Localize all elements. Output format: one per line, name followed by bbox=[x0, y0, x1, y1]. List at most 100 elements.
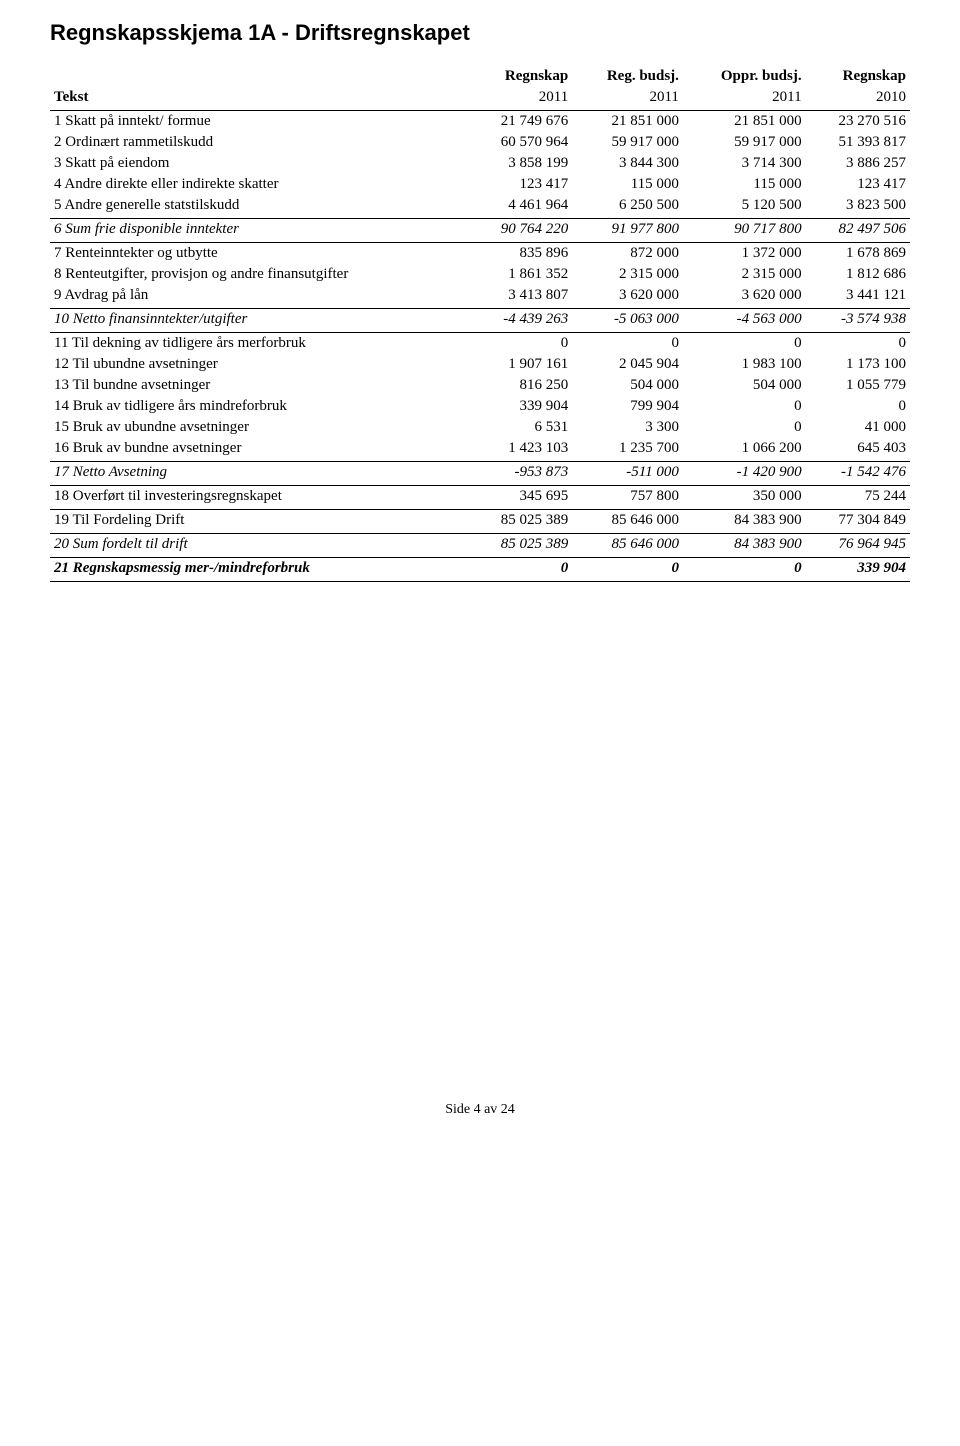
page-title: Regnskapsskjema 1A - Driftsregnskapet bbox=[50, 20, 910, 46]
table-cell: 12 Til ubundne avsetninger bbox=[50, 354, 468, 375]
table-cell: 757 800 bbox=[572, 486, 683, 510]
table-row: 15 Bruk av ubundne avsetninger6 5313 300… bbox=[50, 417, 910, 438]
table-cell: 350 000 bbox=[683, 486, 806, 510]
table-cell: 17 Netto Avsetning bbox=[50, 462, 468, 486]
table-cell: 872 000 bbox=[572, 243, 683, 265]
table-row: 21 Regnskapsmessig mer-/mindreforbruk000… bbox=[50, 558, 910, 582]
table-row: 3 Skatt på eiendom3 858 1993 844 3003 71… bbox=[50, 153, 910, 174]
table-cell: 1 861 352 bbox=[468, 264, 572, 285]
table-cell: 23 270 516 bbox=[806, 111, 910, 133]
table-row: 1 Skatt på inntekt/ formue21 749 67621 8… bbox=[50, 111, 910, 133]
table-cell: 77 304 849 bbox=[806, 510, 910, 534]
table-cell: 345 695 bbox=[468, 486, 572, 510]
table-cell: 799 904 bbox=[572, 396, 683, 417]
table-cell: 3 886 257 bbox=[806, 153, 910, 174]
table-cell: 3 858 199 bbox=[468, 153, 572, 174]
table-cell: 0 bbox=[683, 396, 806, 417]
table-cell: 1 907 161 bbox=[468, 354, 572, 375]
table-cell: -953 873 bbox=[468, 462, 572, 486]
table-cell: 115 000 bbox=[572, 174, 683, 195]
table-cell: 6 531 bbox=[468, 417, 572, 438]
table-row: 2 Ordinært rammetilskudd60 570 96459 917… bbox=[50, 132, 910, 153]
table-cell: 41 000 bbox=[806, 417, 910, 438]
table-row: 16 Bruk av bundne avsetninger1 423 1031 … bbox=[50, 438, 910, 462]
header-cell: 2011 bbox=[683, 87, 806, 111]
table-cell: 4 461 964 bbox=[468, 195, 572, 219]
header-cell: 2011 bbox=[468, 87, 572, 111]
table-cell: 339 904 bbox=[468, 396, 572, 417]
table-cell: 645 403 bbox=[806, 438, 910, 462]
table-cell: 0 bbox=[468, 558, 572, 582]
table-cell: 2 315 000 bbox=[572, 264, 683, 285]
header-cell: Oppr. budsj. bbox=[683, 66, 806, 87]
table-cell: 504 000 bbox=[572, 375, 683, 396]
table-cell: -3 574 938 bbox=[806, 309, 910, 333]
table-cell: 0 bbox=[683, 558, 806, 582]
table-cell: 3 714 300 bbox=[683, 153, 806, 174]
table-cell: -4 563 000 bbox=[683, 309, 806, 333]
header-cell: Regnskap bbox=[468, 66, 572, 87]
table-cell: 3 300 bbox=[572, 417, 683, 438]
table-cell: 16 Bruk av bundne avsetninger bbox=[50, 438, 468, 462]
table-cell: 0 bbox=[683, 333, 806, 355]
table-cell: -1 542 476 bbox=[806, 462, 910, 486]
table-cell: 82 497 506 bbox=[806, 219, 910, 243]
table-row: 8 Renteutgifter, provisjon og andre fina… bbox=[50, 264, 910, 285]
table-cell: 21 Regnskapsmessig mer-/mindreforbruk bbox=[50, 558, 468, 582]
regnskap-table: Regnskap Reg. budsj. Oppr. budsj. Regnsk… bbox=[50, 66, 910, 582]
table-cell: 816 250 bbox=[468, 375, 572, 396]
table-cell: 21 851 000 bbox=[572, 111, 683, 133]
table-cell: 19 Til Fordeling Drift bbox=[50, 510, 468, 534]
table-cell: 835 896 bbox=[468, 243, 572, 265]
table-cell: 91 977 800 bbox=[572, 219, 683, 243]
table-cell: 51 393 817 bbox=[806, 132, 910, 153]
table-cell: -1 420 900 bbox=[683, 462, 806, 486]
table-row: 14 Bruk av tidligere års mindreforbruk33… bbox=[50, 396, 910, 417]
table-cell: 1 423 103 bbox=[468, 438, 572, 462]
table-cell: 15 Bruk av ubundne avsetninger bbox=[50, 417, 468, 438]
header-cell: Tekst bbox=[50, 87, 468, 111]
table-cell: 9 Avdrag på lån bbox=[50, 285, 468, 309]
table-cell: 115 000 bbox=[683, 174, 806, 195]
table-cell: 1 066 200 bbox=[683, 438, 806, 462]
table-cell: 0 bbox=[572, 558, 683, 582]
table-cell: 0 bbox=[572, 333, 683, 355]
table-cell: 21 749 676 bbox=[468, 111, 572, 133]
table-body: 1 Skatt på inntekt/ formue21 749 67621 8… bbox=[50, 111, 910, 582]
table-cell: 3 441 121 bbox=[806, 285, 910, 309]
table-cell: 0 bbox=[806, 333, 910, 355]
table-cell: 84 383 900 bbox=[683, 510, 806, 534]
table-cell: 3 620 000 bbox=[572, 285, 683, 309]
table-cell: 21 851 000 bbox=[683, 111, 806, 133]
table-cell: 1 Skatt på inntekt/ formue bbox=[50, 111, 468, 133]
table-row: 10 Netto finansinntekter/utgifter-4 439 … bbox=[50, 309, 910, 333]
table-cell: -511 000 bbox=[572, 462, 683, 486]
page-footer: Side 4 av 24 bbox=[50, 1102, 910, 1118]
table-row: 17 Netto Avsetning-953 873-511 000-1 420… bbox=[50, 462, 910, 486]
table-row: 6 Sum frie disponible inntekter90 764 22… bbox=[50, 219, 910, 243]
table-row: 19 Til Fordeling Drift85 025 38985 646 0… bbox=[50, 510, 910, 534]
table-cell: 85 646 000 bbox=[572, 510, 683, 534]
header-cell bbox=[50, 66, 468, 87]
table-cell: 504 000 bbox=[683, 375, 806, 396]
table-cell: 0 bbox=[468, 333, 572, 355]
table-cell: 123 417 bbox=[468, 174, 572, 195]
table-cell: 4 Andre direkte eller indirekte skatter bbox=[50, 174, 468, 195]
table-cell: 2 045 904 bbox=[572, 354, 683, 375]
table-cell: 1 372 000 bbox=[683, 243, 806, 265]
table-cell: 3 413 807 bbox=[468, 285, 572, 309]
table-cell: 84 383 900 bbox=[683, 534, 806, 558]
table-row: 4 Andre direkte eller indirekte skatter1… bbox=[50, 174, 910, 195]
table-cell: 0 bbox=[683, 417, 806, 438]
table-cell: 1 235 700 bbox=[572, 438, 683, 462]
table-cell: 8 Renteutgifter, provisjon og andre fina… bbox=[50, 264, 468, 285]
table-cell: 3 823 500 bbox=[806, 195, 910, 219]
table-cell: 3 844 300 bbox=[572, 153, 683, 174]
table-cell: 59 917 000 bbox=[572, 132, 683, 153]
table-row: 9 Avdrag på lån3 413 8073 620 0003 620 0… bbox=[50, 285, 910, 309]
table-cell: 60 570 964 bbox=[468, 132, 572, 153]
header-cell: Regnskap bbox=[806, 66, 910, 87]
header-cell: 2010 bbox=[806, 87, 910, 111]
table-cell: 3 620 000 bbox=[683, 285, 806, 309]
table-row: 11 Til dekning av tidligere års merforbr… bbox=[50, 333, 910, 355]
